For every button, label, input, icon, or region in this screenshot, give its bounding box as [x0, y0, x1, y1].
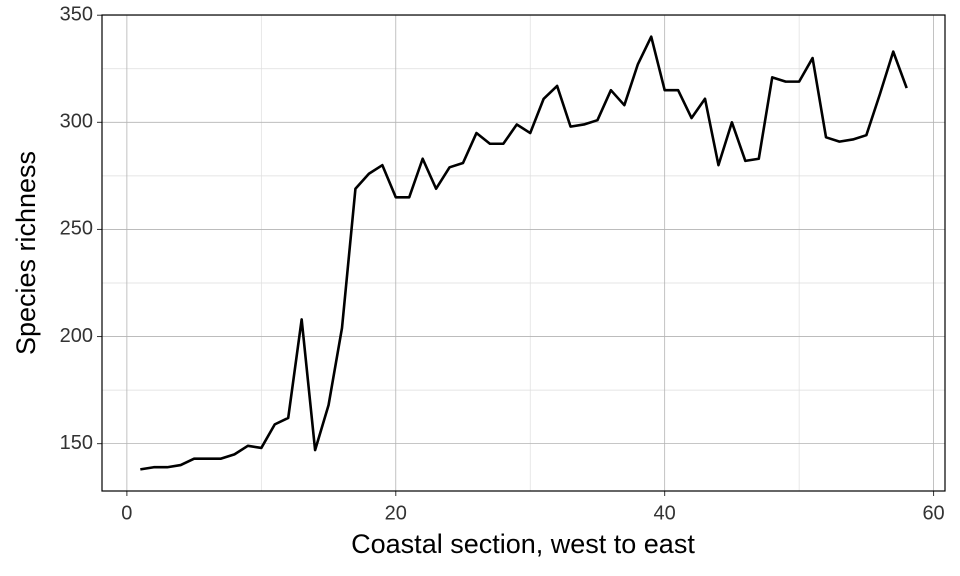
y-axis-title: Species richness [11, 151, 41, 355]
y-tick-label: 350 [60, 3, 93, 25]
plot-border [101, 14, 946, 492]
x-axis-title: Coastal section, west to east [351, 529, 695, 559]
x-tick-label: 60 [922, 502, 944, 524]
x-tick-label: 0 [121, 502, 132, 524]
y-tick-label: 150 [60, 432, 93, 454]
y-tick-label: 250 [60, 218, 93, 240]
y-tick-label: 200 [60, 325, 93, 347]
x-tick-label: 40 [654, 502, 676, 524]
line-series [140, 35, 908, 471]
x-tick-label: 20 [385, 502, 407, 524]
y-tick-label: 300 [60, 111, 93, 133]
